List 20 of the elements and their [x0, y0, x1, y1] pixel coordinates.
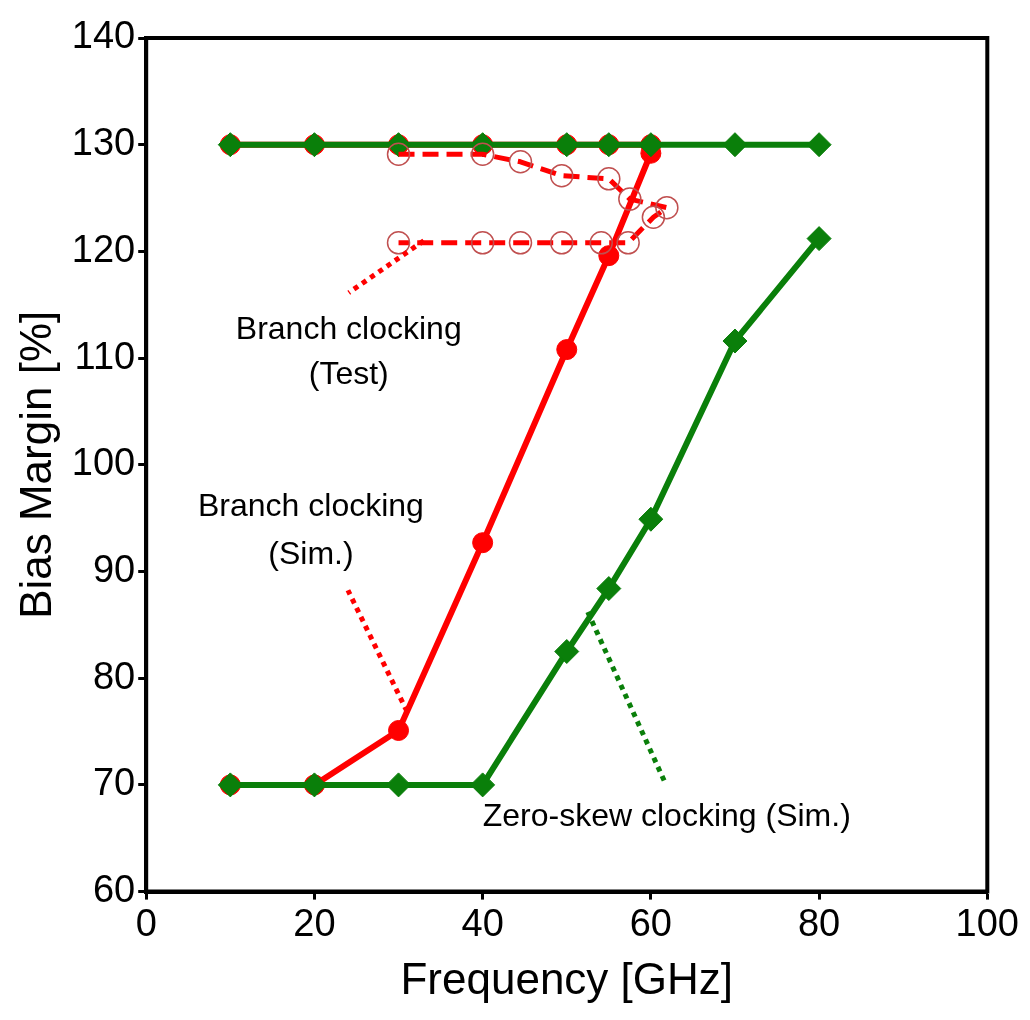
y-tick-label: 70 — [92, 761, 136, 804]
y-tick-label: 120 — [71, 227, 136, 270]
annotation: Branch clocking (Sim.) — [198, 487, 424, 572]
x-tick-label: 100 — [955, 901, 1019, 944]
annotation: Branch clocking (Test) — [235, 309, 462, 391]
x-tick-label: 20 — [293, 901, 336, 944]
x-tick-label: 40 — [461, 901, 504, 944]
y-tick-label: 100 — [71, 441, 136, 484]
y-tick-label: 130 — [71, 121, 136, 164]
x-tick-label: 80 — [797, 901, 841, 944]
x-tick-label: 60 — [629, 901, 672, 944]
y-tick-label: 60 — [92, 868, 136, 911]
y-tick-label: 80 — [92, 654, 136, 697]
y-tick-label: 110 — [74, 334, 136, 377]
x-axis-title: Frequency [GHz] — [400, 953, 734, 1003]
y-tick-label: 140 — [71, 14, 136, 57]
annotation: Zero-skew clocking (Sim.) — [482, 796, 851, 833]
y-tick-label: 90 — [92, 547, 136, 590]
x-tick-label: 0 — [135, 901, 157, 944]
y-axis-title: Bias Margin [%] — [10, 310, 60, 619]
